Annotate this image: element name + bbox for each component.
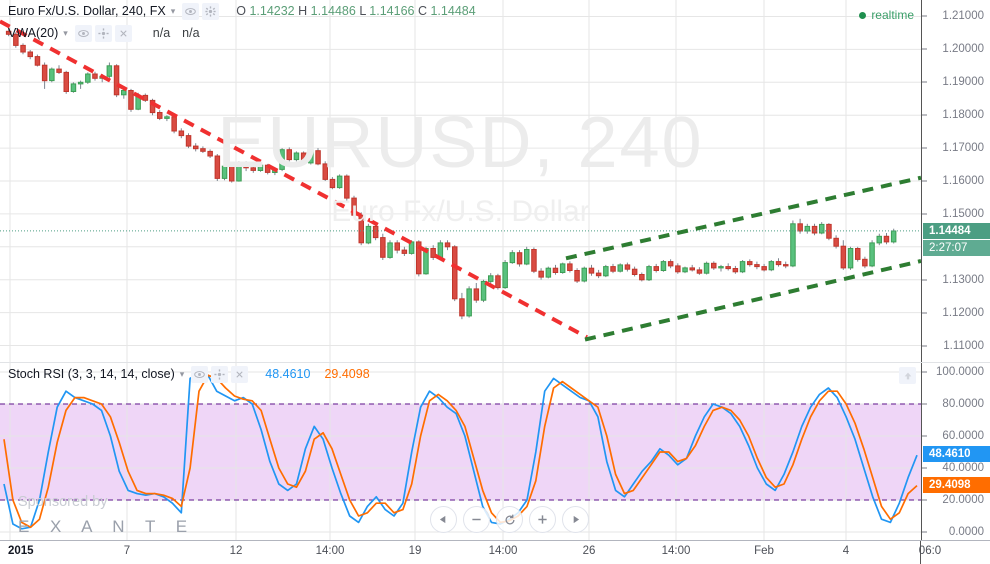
time-axis-label: Feb (754, 545, 774, 557)
time-axis-label: 12 (229, 545, 243, 557)
price-scale-tick (922, 279, 927, 281)
time-axis-label: 19 (408, 545, 422, 557)
scroll-left-button[interactable] (430, 506, 457, 533)
indicator-scale-tick (922, 403, 927, 405)
time-axis-separator (920, 541, 921, 564)
indicator-scale-label: 20.0000 (942, 494, 984, 506)
chart-nav-buttons (430, 506, 589, 533)
indicator-scale-tick (922, 499, 927, 501)
price-candles-layer (0, 0, 921, 362)
indicator-plot-area[interactable]: Sponsored by E X A N T E (0, 363, 921, 541)
price-scale-tick (922, 81, 927, 83)
price-scale-label: 1.13000 (942, 273, 984, 286)
indicator-chevron-down-icon[interactable]: ▾ (179, 368, 185, 379)
indicator-gear-icon[interactable] (211, 365, 229, 383)
indicator-legend: Stoch RSI (3, 3, 14, 14, close) ▾ 48.461… (0, 363, 370, 385)
zoom-out-button[interactable] (463, 506, 490, 533)
scroll-right-button[interactable] (562, 506, 589, 533)
indicator-scale-label: 0.0000 (948, 526, 984, 538)
price-scale-tick (922, 213, 927, 215)
price-scale-tick (922, 180, 927, 182)
price-scale-label: 1.11000 (943, 339, 984, 352)
time-axis-label: 2015 (8, 545, 34, 557)
indicator-scale-tick (922, 467, 927, 469)
price-scale-label: 1.21000 (942, 10, 984, 23)
current-price-badge[interactable]: 1.14484 (923, 222, 990, 239)
price-scale-tick (922, 312, 927, 314)
stoch-k-badge: 48.4610 (923, 446, 990, 463)
price-pane: EURUSD, 240 Euro Fx/U.S. Dollar Euro Fx/… (0, 0, 990, 362)
time-axis-label: 26 (582, 545, 596, 557)
indicator-scale[interactable]: 0.0000 20.0000 40.0000 60.0000 80.0000 100.00… (921, 363, 990, 541)
price-scale-tick (922, 48, 927, 50)
zoom-in-button[interactable] (529, 506, 556, 533)
move-up-icon[interactable] (899, 367, 916, 384)
time-axis-label: 14:00 (488, 545, 518, 557)
indicator-scale-label: 60.0000 (942, 430, 984, 442)
indicator-value-d: 29.4098 (324, 367, 370, 381)
indicator-scale-label: 40.0000 (942, 462, 984, 474)
indicator-eye-icon[interactable] (191, 365, 209, 383)
indicator-scale-tick (922, 531, 927, 533)
price-scale-tick (922, 147, 927, 149)
price-scale-label: 1.15000 (942, 207, 984, 220)
time-axis-label: 4 (842, 545, 850, 557)
price-scale-label: 1.20000 (942, 43, 984, 56)
indicator-scale-label: 100.0000 (936, 366, 984, 378)
indicator-legend-row: Stoch RSI (3, 3, 14, 14, close) ▾ 48.461… (0, 363, 370, 385)
indicator-close-icon[interactable] (231, 365, 249, 383)
stoch-d-badge: 29.4098 (923, 476, 990, 493)
price-scale-label: 1.17000 (942, 142, 984, 155)
stoch-rsi-layer (0, 363, 921, 541)
indicator-title[interactable]: Stoch RSI (3, 3, 14, 14, close) (8, 367, 175, 381)
price-scale-label: 1.18000 (942, 109, 984, 122)
indicator-value-k: 48.4610 (265, 367, 311, 381)
price-scale[interactable]: 1.21000 1.20000 1.19000 1.18000 1.17000 1.160… (921, 0, 990, 362)
price-scale-label: 1.19000 (942, 76, 984, 89)
time-axis-label: 7 (123, 545, 131, 557)
indicator-pane: Sponsored by E X A N T E (0, 362, 990, 541)
indicator-scale-label: 80.0000 (942, 398, 984, 410)
price-scale-tick (922, 345, 927, 347)
price-scale-label: 1.12000 (942, 306, 984, 319)
bar-countdown-badge: 2:27:07 (923, 239, 990, 256)
indicator-scale-tick (922, 371, 927, 373)
time-axis-label: 14:00 (661, 545, 691, 557)
price-scale-tick (922, 114, 927, 116)
reset-chart-button[interactable] (496, 506, 523, 533)
indicator-scale-tick (922, 435, 927, 437)
realtime-dot-icon (859, 11, 867, 19)
realtime-label: realtime (871, 8, 914, 22)
time-axis-label: 14:00 (315, 545, 345, 557)
time-axis[interactable]: 2015 7 12 14:00 19 14:00 26 14:00 Feb 4 06:0 (0, 540, 990, 564)
time-axis-label: 06:0 (918, 545, 942, 557)
price-scale-label: 1.16000 (942, 175, 984, 187)
realtime-status: realtime (859, 8, 914, 22)
price-plot-area[interactable]: EURUSD, 240 Euro Fx/U.S. Dollar (0, 0, 921, 362)
price-scale-tick (922, 15, 927, 17)
